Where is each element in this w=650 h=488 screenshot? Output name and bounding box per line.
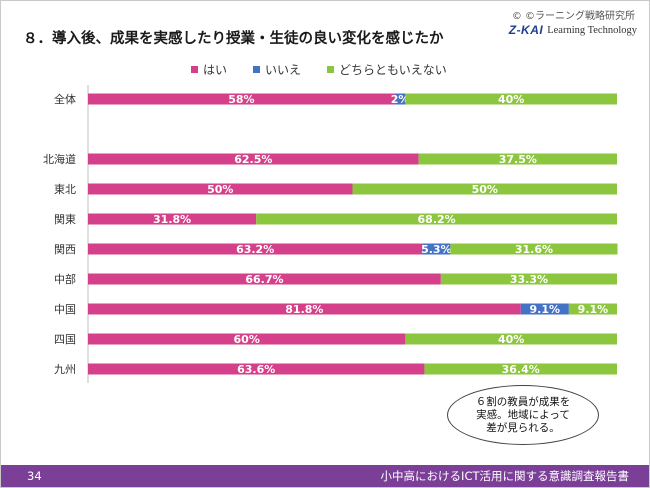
bar-segment-neither: [568, 303, 617, 315]
data-label: 31.8%: [153, 213, 191, 226]
bar-segment-yes: [88, 183, 353, 195]
bar-segment-no: [422, 243, 451, 255]
chart-legend: はい いいえ どちらともいえない: [191, 62, 447, 77]
data-label: 68.2%: [418, 213, 456, 226]
data-label: 63.2%: [236, 243, 274, 256]
bar-segment-yes: [88, 213, 257, 225]
bar-segment-neither: [405, 333, 617, 345]
category-label: 中部: [54, 272, 76, 286]
legend-swatch-no: [253, 65, 261, 73]
zkai-logo: Z-KAI Learning Technology: [509, 22, 637, 38]
stacked-bar-chart: 全体 58% 2% 40% 北海道 62.5% 37.5% 東北 50% 50% 関東 31.8% 68…: [43, 85, 618, 383]
bar-segment-neither: [450, 243, 618, 255]
legend-swatch-yes: [191, 65, 198, 73]
category-label: 関東: [54, 213, 76, 226]
bar-segment-yes: [88, 303, 521, 315]
bar-segment-neither: [424, 363, 617, 375]
callout-line-2: 実感。地域によって: [476, 408, 570, 421]
data-label: 31.6%: [515, 243, 553, 256]
data-label: 50%: [207, 183, 233, 196]
category-label: 九州: [54, 363, 76, 376]
bar-segment-yes: [88, 153, 419, 165]
data-label: 81.8%: [285, 303, 323, 316]
data-label: 60%: [234, 333, 260, 346]
summary-callout: ６割の教員が成果を 実感。地域によって 差が見られる。: [447, 385, 599, 445]
data-label: 36.4%: [502, 363, 540, 376]
data-label: 9.1%: [578, 303, 609, 316]
legend-item-yes: はい: [191, 62, 228, 77]
bar-segment-neither: [405, 93, 617, 105]
bar-segment-yes: [88, 243, 423, 255]
bar-segment-yes: [88, 363, 425, 375]
data-label: 66.7%: [245, 273, 283, 286]
legend-item-neither: どちらともいえない: [327, 62, 447, 77]
logo-mark: Z-KAI: [508, 23, 544, 37]
data-label: 50%: [472, 183, 498, 196]
callout-line-1: ６割の教員が成果を: [475, 395, 571, 408]
category-label: 全体: [54, 92, 76, 106]
bar-segment-no: [394, 93, 406, 105]
bar-segment-no: [520, 303, 569, 315]
data-label: 9.1%: [530, 303, 561, 316]
footer-bar: 34 小中高におけるICT活用に関する意識調査報告書: [1, 465, 649, 487]
data-label: 40%: [498, 93, 524, 106]
callout-line-3: 差が見られる。: [486, 421, 560, 434]
logo-subtitle: Learning Technology: [547, 24, 637, 36]
legend-label-yes: はい: [203, 62, 228, 77]
report-title: 小中高におけるICT活用に関する意識調査報告書: [380, 469, 629, 483]
page-number: 34: [27, 469, 42, 483]
legend-swatch-neither: [327, 65, 335, 73]
slide-title: ８．導入後、成果を実感したり授業・生徒の良い変化を感じたか: [23, 31, 444, 47]
bar-segment-yes: [88, 273, 441, 285]
bar-segment-yes: [88, 93, 395, 105]
data-label: 40%: [498, 333, 524, 346]
data-label: 63.6%: [237, 363, 275, 376]
data-label: 5.3%: [421, 243, 452, 256]
bar-segment-neither: [352, 183, 617, 195]
category-label: 北海道: [43, 152, 76, 166]
category-label: 東北: [54, 183, 76, 196]
category-label: 関西: [54, 243, 76, 256]
data-label: 62.5%: [234, 153, 272, 166]
legend-item-no: いいえ: [253, 62, 302, 77]
bar-segment-yes: [88, 333, 406, 345]
legend-label-no: いいえ: [265, 62, 302, 77]
data-label: 58%: [228, 93, 254, 106]
data-label: 33.3%: [510, 273, 548, 286]
category-label: 四国: [54, 333, 76, 346]
bar-segment-neither: [256, 213, 617, 225]
bar-segment-neither: [440, 273, 617, 285]
bar-segment-neither: [418, 153, 617, 165]
copyright-text: © ©ラーニング戦略研究所: [511, 11, 635, 22]
category-label: 中国: [54, 303, 76, 316]
data-label: 2%: [391, 93, 410, 106]
legend-label-neither: どちらともいえない: [339, 62, 447, 77]
data-label: 37.5%: [499, 153, 537, 166]
